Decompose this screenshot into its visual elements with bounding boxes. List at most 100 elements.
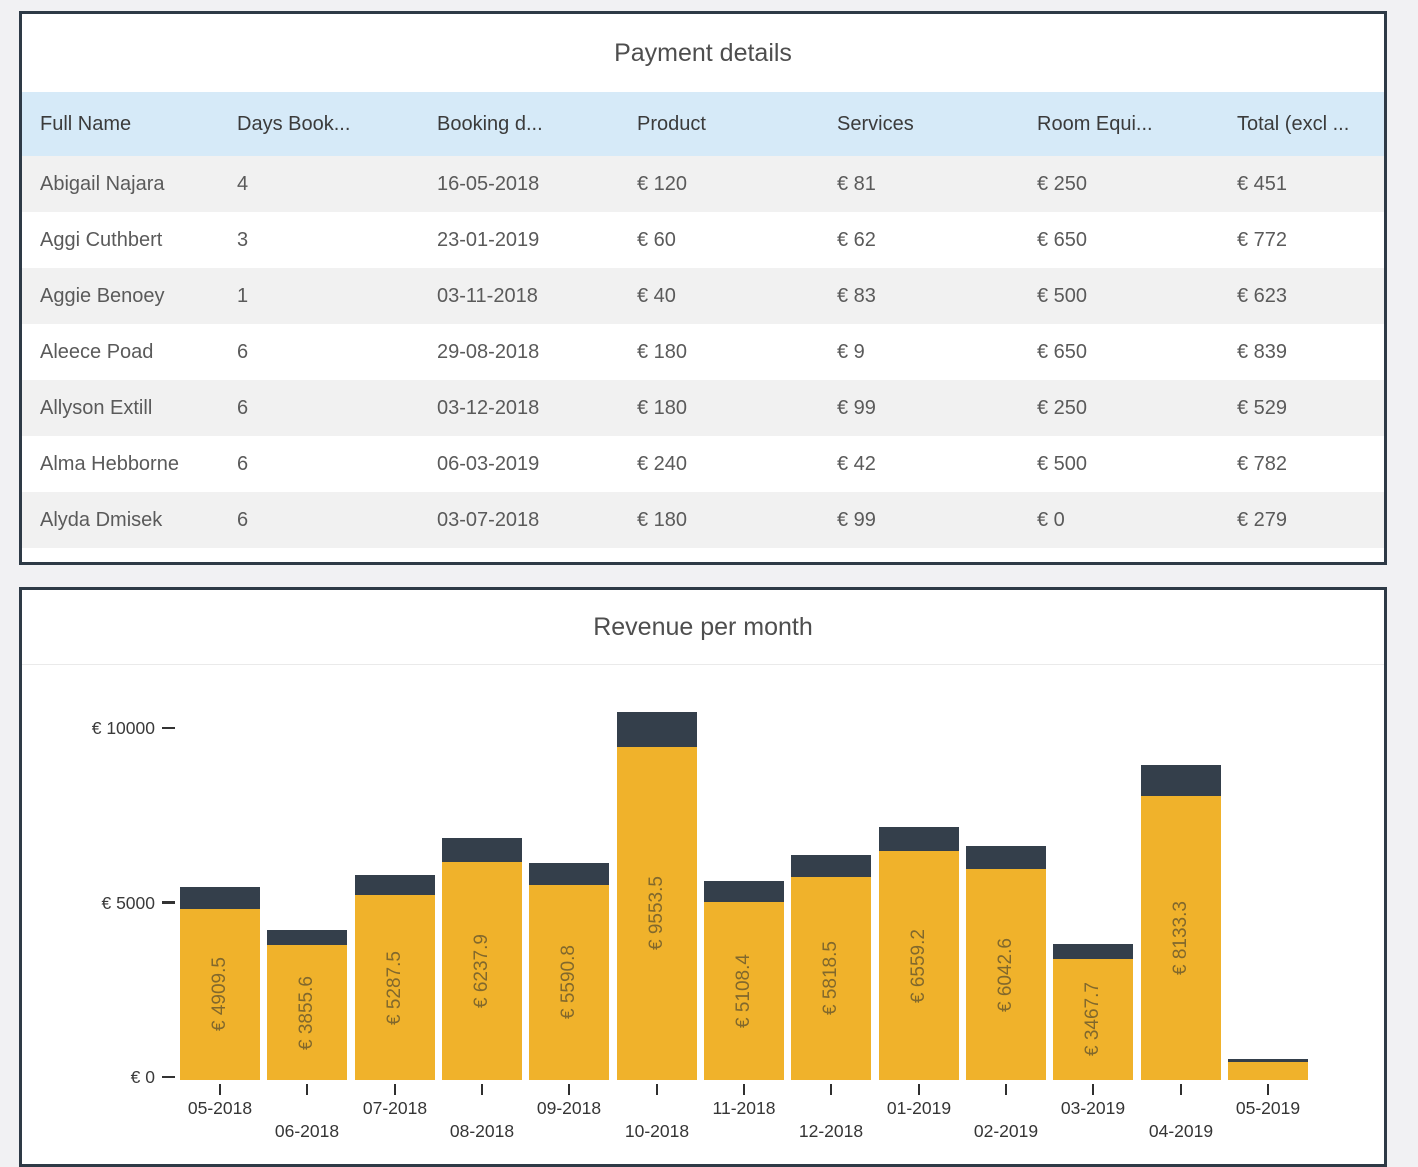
payment-table: Full Name Days Book... Booking d... Product… (22, 92, 1384, 548)
bar-segment-top[interactable] (704, 880, 784, 902)
bar-segment-base[interactable] (879, 851, 959, 1080)
bar-segment-top[interactable] (1228, 1059, 1308, 1063)
x-axis-tick-label: 06-2018 (274, 1121, 340, 1141)
x-axis-tick-label: 02-2019 (973, 1121, 1039, 1141)
table-cell: Alyda Dmisek (40, 508, 163, 531)
table-cell: 03-07-2018 (437, 508, 540, 531)
bar-value-label: € 5287.5 (355, 895, 435, 1080)
bar-value-text: € 6559.2 (908, 928, 929, 1003)
table-cell: 29-08-2018 (437, 340, 540, 363)
column-header[interactable]: Services (837, 112, 914, 135)
bar-value-label: € 6042.6 (966, 869, 1046, 1080)
bar-segment-base[interactable] (791, 876, 871, 1080)
table-cell: € 500 (1037, 452, 1088, 475)
column-header[interactable]: Days Book... (237, 112, 351, 135)
table-cell: € 99 (837, 508, 876, 531)
table-cell: € 279 (1237, 508, 1288, 531)
table-cell: € 782 (1237, 452, 1288, 475)
table-cell: Allyson Extill (40, 396, 153, 419)
x-axis-tick-label: 03-2019 (1060, 1098, 1126, 1118)
table-cell: 06-03-2019 (437, 452, 540, 475)
table-cell: € 500 (1037, 284, 1088, 307)
table-cell: Aleece Poad (40, 340, 154, 363)
bar-value-label: € 3467.7 (1053, 959, 1133, 1080)
bar-segment-top[interactable] (966, 846, 1046, 870)
bar-segment-top[interactable] (1141, 765, 1221, 797)
x-axis-tick-mark (830, 1084, 832, 1095)
column-header[interactable]: Product (637, 112, 706, 135)
table-row[interactable]: Alyda Dmisek 6 03-07-2018 € 180 € 99 € 0 € 279 (22, 492, 1384, 548)
table-cell: € 0 (1037, 508, 1065, 531)
table-row[interactable]: Aggi Cuthbert 3 23-01-2019 € 60 € 62 € 650 € 7… (22, 212, 1384, 268)
x-axis-tick-mark (1180, 1084, 1182, 1095)
table-cell: 03-11-2018 (437, 284, 538, 307)
payment-details-panel: Payment details Full Name Days Book... Boo… (19, 11, 1387, 565)
x-axis-tick-label: 08-2018 (449, 1121, 515, 1141)
table-row[interactable]: Alma Hebborne 6 06-03-2019 € 240 € 42 € 500 € … (22, 436, 1384, 492)
table-cell: Aggi Cuthbert (40, 228, 163, 251)
table-cell: € 180 (637, 508, 688, 531)
bar-segment-base[interactable] (355, 895, 435, 1080)
x-axis-tick-label: 10-2018 (624, 1121, 690, 1141)
x-axis-tick-label: 12-2018 (798, 1121, 864, 1141)
bar-value-label: € 5818.5 (791, 877, 871, 1080)
table-cell: 1 (237, 284, 249, 307)
bar-value-text: € 3855.6 (296, 975, 317, 1050)
x-axis-tick-mark (918, 1084, 920, 1095)
bar-segment-top[interactable] (879, 827, 959, 852)
bar-value-text: € 5818.5 (820, 941, 841, 1016)
table-cell: 03-12-2018 (437, 396, 540, 419)
table-cell: € 650 (1037, 340, 1088, 363)
column-header[interactable]: Total (excl ... (1237, 112, 1350, 135)
bar-segment-top[interactable] (1053, 943, 1133, 959)
bar-value-text: € 6042.6 (995, 937, 1016, 1012)
table-cell: € 42 (837, 452, 876, 475)
payment-table-body: Abigail Najara 4 16-05-2018 € 120 € 81 € 250 €… (22, 156, 1384, 548)
table-cell: € 250 (1037, 172, 1088, 195)
bar-value-label: € 5590.8 (529, 885, 609, 1080)
payment-table-header-row: Full Name Days Book... Booking d... Product… (22, 92, 1384, 156)
bar-segment-base[interactable] (704, 901, 784, 1080)
bar-segment-base[interactable] (442, 862, 522, 1080)
y-axis-tick-label: € 0 (130, 1067, 155, 1087)
column-header[interactable]: Booking d... (437, 112, 543, 135)
bar-segment-top[interactable] (442, 838, 522, 863)
bar-value-label: € 9553.5 (617, 747, 697, 1080)
y-axis-tick-mark (162, 726, 175, 730)
x-axis-tick-label: 09-2018 (536, 1098, 602, 1118)
table-cell: Alma Hebborne (40, 452, 179, 475)
bar-segment-base[interactable] (180, 908, 260, 1080)
bar-segment-top[interactable] (791, 854, 871, 877)
bar-segment-base[interactable] (267, 945, 347, 1080)
table-cell: 23-01-2019 (437, 228, 540, 251)
column-header[interactable]: Full Name (40, 112, 132, 135)
bar-segment-base[interactable] (1228, 1062, 1308, 1080)
table-row[interactable]: Abigail Najara 4 16-05-2018 € 120 € 81 € 250 €… (22, 156, 1384, 212)
table-row[interactable]: Allyson Extill 6 03-12-2018 € 180 € 99 € 250 €… (22, 380, 1384, 436)
x-axis-tick-label: 01-2019 (886, 1098, 952, 1118)
bar-value-text: € 5108.4 (733, 953, 754, 1028)
table-cell: 16-05-2018 (437, 172, 540, 195)
bar-segment-top[interactable] (267, 930, 347, 946)
bar-segment-base[interactable] (1141, 796, 1221, 1080)
chart-plot: € 0 € 5000 € 10000 € 4909.5 05-2018 € 3855.6 0… (22, 665, 1384, 1145)
table-row[interactable]: Aggie Benoey 1 03-11-2018 € 40 € 83 € 500 € 62… (22, 268, 1384, 324)
bar-segment-top[interactable] (355, 874, 435, 896)
y-axis-tick-label: € 10000 (91, 718, 155, 738)
bar-value-text: € 5590.8 (558, 945, 579, 1020)
table-cell: € 180 (637, 340, 688, 363)
column-header[interactable]: Room Equi... (1037, 112, 1153, 135)
table-cell: € 9 (837, 340, 865, 363)
bar-segment-base[interactable] (1053, 958, 1133, 1080)
bar-segment-top[interactable] (617, 711, 697, 747)
bar-segment-base[interactable] (966, 869, 1046, 1080)
table-cell: 6 (237, 508, 249, 531)
bar-segment-base[interactable] (617, 746, 697, 1080)
x-axis-tick-label: 04-2019 (1148, 1121, 1214, 1141)
bar-segment-top[interactable] (180, 886, 260, 909)
bar-segment-top[interactable] (529, 862, 609, 885)
table-cell: Abigail Najara (40, 172, 165, 195)
table-row[interactable]: Aleece Poad 6 29-08-2018 € 180 € 9 € 650 € 839 (22, 324, 1384, 380)
bar-segment-base[interactable] (529, 884, 609, 1080)
table-cell: Aggie Benoey (40, 284, 165, 307)
